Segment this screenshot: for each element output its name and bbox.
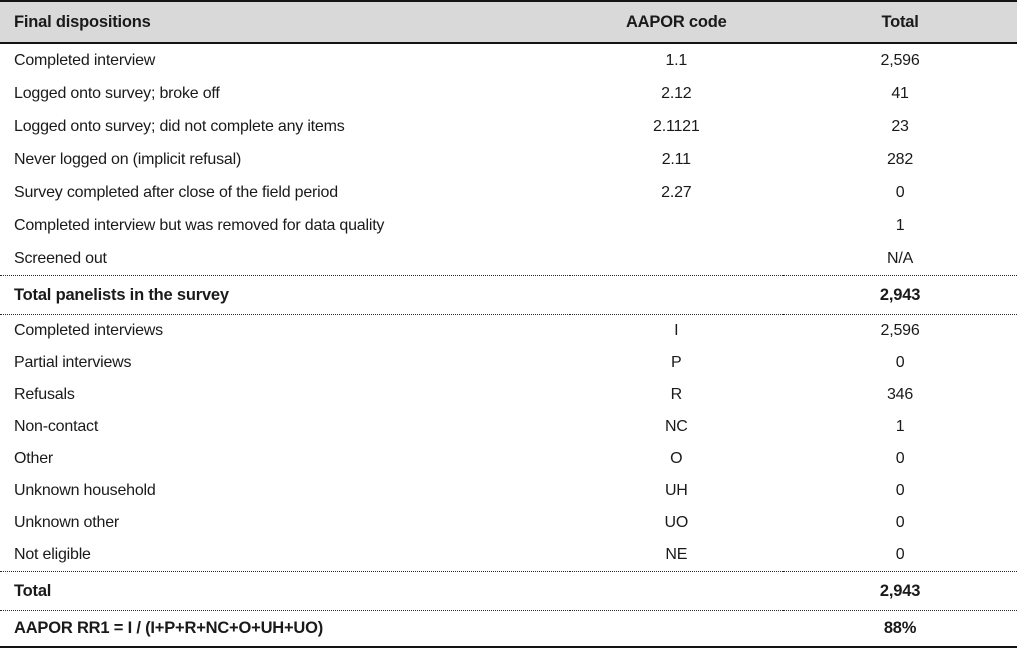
row-label: Total panelists in the survey (0, 275, 570, 315)
subtotal-row-panelists: Total panelists in the survey 2,943 (0, 275, 1017, 315)
row-label: Screened out (14, 249, 107, 267)
row-label: Refusals (14, 386, 75, 403)
row-label: Survey completed after close of the fiel… (14, 183, 338, 201)
row-label: Other (14, 450, 54, 467)
row-label: Completed interviews (14, 322, 163, 339)
table-row: Screened out N/A (0, 242, 1017, 276)
table-row: Survey completed after close of the fiel… (0, 176, 1017, 209)
total-cell: 0 (895, 354, 905, 371)
table-row: Completed interview but was removed for … (0, 209, 1017, 242)
total-cell: 0 (895, 482, 905, 499)
table-row: Never logged on (implicit refusal) 2.11 … (0, 143, 1017, 176)
aapor-code-cell (570, 242, 784, 276)
col-header-total: Total (783, 0, 1017, 44)
aapor-code-cell: P (671, 354, 682, 371)
table-header: Final dispositions AAPOR code Total (0, 0, 1017, 44)
table-row: Refusals R 346 (0, 379, 1017, 411)
table-row: Completed interview 1.1 2,596 (0, 43, 1017, 77)
table-row: Other O 0 (0, 443, 1017, 475)
aapor-code-cell: NC (664, 418, 688, 435)
table-row: Partial interviews P 0 (0, 347, 1017, 379)
aapor-code-cell: UH (664, 482, 688, 499)
table-row: Logged onto survey; did not complete any… (0, 110, 1017, 143)
aapor-code-cell (569, 571, 784, 611)
aapor-code-cell: NE (665, 546, 688, 563)
aapor-code-cell: 2.11 (661, 150, 691, 168)
aapor-code-cell: 1.1 (665, 51, 688, 69)
total-cell: 0 (895, 450, 905, 467)
total-cell: 282 (886, 150, 914, 168)
total-cell: 2,943 (783, 571, 1017, 611)
row-label: Unknown household (14, 482, 156, 499)
aapor-code-cell (569, 610, 784, 647)
total-cell: 0 (895, 514, 905, 531)
col-header-final-dispositions: Final dispositions (0, 0, 570, 44)
total-cell: 0 (895, 183, 905, 201)
aapor-code-cell (570, 209, 784, 242)
table-row: Non-contact NC 1 (0, 411, 1017, 443)
aapor-code-cell: 2.27 (661, 183, 692, 201)
total-cell: 23 (891, 117, 909, 135)
total-cell: 41 (891, 84, 909, 102)
table-row: Logged onto survey; broke off 2.12 41 (0, 77, 1017, 110)
response-rate-value: 88% (783, 610, 1017, 647)
row-label: Partial interviews (14, 354, 132, 371)
aapor-code-cell: 2.1121 (653, 117, 700, 135)
total-cell: 2,943 (783, 275, 1017, 315)
table-row: Not eligible NE 0 (0, 539, 1017, 572)
row-label: Logged onto survey; broke off (14, 84, 220, 102)
total-cell: N/A (887, 249, 914, 267)
total-cell: 1 (895, 418, 905, 435)
aapor-code-cell: O (670, 450, 683, 467)
col-header-aapor-code: AAPOR code (569, 0, 784, 44)
total-cell: 0 (895, 546, 905, 563)
row-label: Completed interview (14, 51, 156, 69)
row-label: Unknown other (14, 514, 120, 531)
response-rate-formula: AAPOR RR1 = I / (I+P+R+NC+O+UH+UO) (0, 610, 570, 647)
row-label: Non-contact (14, 418, 99, 435)
total-cell: 346 (886, 386, 914, 403)
total-cell: 2,596 (880, 51, 920, 69)
row-label: Logged onto survey; did not complete any… (14, 117, 345, 135)
response-rate-row: AAPOR RR1 = I / (I+P+R+NC+O+UH+UO) 88% (0, 610, 1017, 647)
row-label: Never logged on (implicit refusal) (14, 150, 242, 168)
table-row: Unknown household UH 0 (0, 475, 1017, 507)
aapor-code-cell (569, 275, 784, 315)
row-label: Not eligible (14, 546, 91, 563)
total-cell: 2,596 (880, 322, 920, 339)
total-cell: 1 (895, 216, 905, 234)
table-row: Completed interviews I 2,596 (0, 315, 1017, 348)
row-label: Total (0, 571, 570, 611)
row-label: Completed interview but was removed for … (14, 216, 385, 234)
header-row: Final dispositions AAPOR code Total (0, 0, 1017, 44)
table-row: Unknown other UO 0 (0, 507, 1017, 539)
aapor-code-cell: 2.12 (661, 84, 692, 102)
grand-total-row: Total 2,943 (0, 571, 1017, 611)
aapor-code-cell: UO (664, 514, 689, 531)
aapor-code-cell: R (670, 386, 683, 403)
aapor-code-cell: I (674, 322, 679, 339)
